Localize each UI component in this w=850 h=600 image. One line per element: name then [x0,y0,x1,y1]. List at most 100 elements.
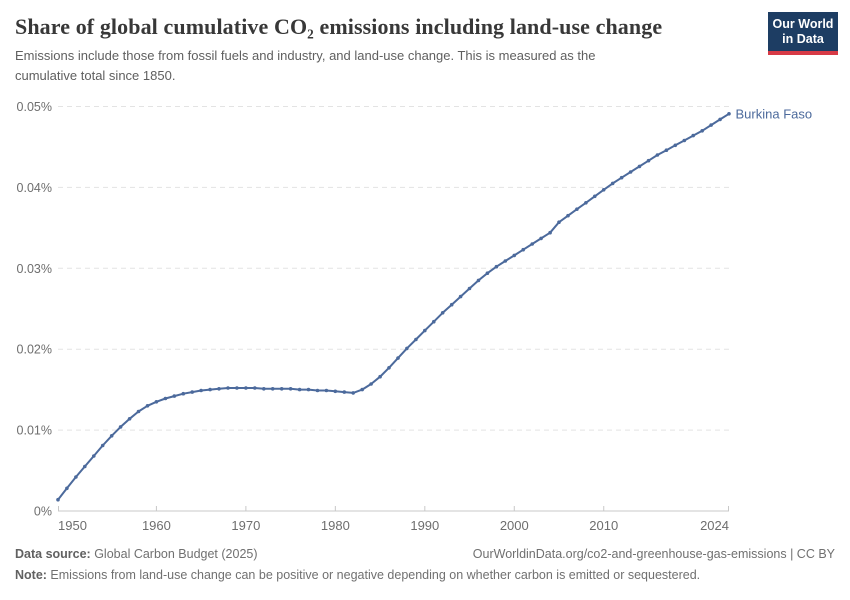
data-point [217,387,221,391]
entity-label: Burkina Faso [736,106,813,121]
data-point [369,382,373,386]
x-tick-label: 1950 [58,518,87,533]
data-point [306,387,311,392]
data-point [503,259,508,263]
chart-footer: Data source: Global Carbon Budget (2025)… [15,546,835,584]
data-point [575,207,579,211]
footer-note-text: Emissions from land-use change can be po… [46,568,701,582]
data-point [619,175,624,180]
footer-note-label: Note: [15,568,47,582]
data-point [154,400,159,404]
data-point [100,443,105,448]
data-point [530,242,534,246]
data-source-value: Global Carbon Budget (2025) [90,547,258,561]
owid-logo-line2: in Data [782,32,824,46]
data-point [593,194,597,199]
data-point [664,148,669,152]
data-point [279,387,284,391]
data-point [494,264,499,269]
data-source: Data source: Global Carbon Budget (2025) [15,546,258,563]
data-point [628,170,633,174]
data-point [673,143,678,148]
owid-logo-red-bar [768,51,838,55]
data-point [440,311,445,315]
data-point [566,213,570,218]
data-point [208,387,212,392]
data-point [378,374,382,379]
data-point [288,387,293,391]
data-point [449,302,454,307]
data-point [262,387,266,391]
data-point [351,391,356,395]
data-point [163,396,168,401]
owid-logo-text: Our World in Data [768,12,838,51]
data-point [584,201,588,205]
x-tick-label: 1980 [321,518,350,533]
chart-header: Share of global cumulative CO₂ emissions… [15,14,755,86]
data-point [601,188,606,192]
chart-title: Share of global cumulative CO₂ emissions… [15,14,663,39]
data-point [396,356,400,360]
data-point [727,112,731,116]
data-point [539,236,543,241]
data-point [270,387,275,391]
data-point [691,133,695,138]
data-point [172,394,177,398]
data-point [485,271,490,275]
data-point [83,464,87,469]
y-tick-label: 0% [34,505,52,519]
owid-logo-line1: Our World [772,17,834,31]
data-point [682,138,687,143]
data-point [700,129,704,133]
data-point [190,390,194,394]
data-point [199,388,203,393]
data-point [109,434,114,438]
data-point [521,247,525,252]
footer-note: Note: Emissions from land-use change can… [15,567,835,584]
data-point [324,388,329,393]
x-axis-labels: 1950 1960 1970 1980 1990 2000 2010 2024 [58,518,729,533]
data-point [315,388,320,393]
data-point [136,409,141,414]
data-point [610,181,615,186]
data-source-label: Data source: [15,547,91,561]
x-axis [58,506,729,512]
data-point [476,278,481,283]
x-tick-label: 1970 [231,518,260,533]
data-point [405,346,409,351]
y-tick-label: 0.02% [17,343,52,357]
owid-logo[interactable]: Our World in Data [768,12,838,55]
x-tick-label: 1960 [142,518,171,533]
data-point [226,386,230,390]
data-point [512,253,517,258]
data-point [387,366,391,370]
data-point [65,486,69,491]
data-point [74,475,78,479]
y-tick-label: 0.03% [17,262,52,276]
data-point [297,387,302,392]
footer-link[interactable]: OurWorldinData.org/co2-and-greenhouse-ga… [472,547,835,561]
data-point [423,328,427,333]
data-point [181,391,186,396]
data-point [432,319,436,324]
data-point [718,117,722,122]
data-point [548,230,552,235]
data-point [646,158,651,163]
data-point [467,286,472,291]
data-line [57,112,730,501]
x-tick-label: 2000 [500,518,529,533]
y-tick-label: 0.04% [17,181,52,195]
data-point [333,389,338,394]
data-point [145,404,150,408]
data-point [56,497,60,502]
x-tick-label: 2024 [700,518,729,533]
data-point [709,123,713,127]
y-tick-label: 0.05% [17,100,52,114]
data-point [557,220,561,224]
data-point [127,417,132,421]
data-point [118,425,123,429]
y-tick-label: 0.01% [17,424,52,438]
data-point [655,153,660,157]
data-points [56,112,731,502]
